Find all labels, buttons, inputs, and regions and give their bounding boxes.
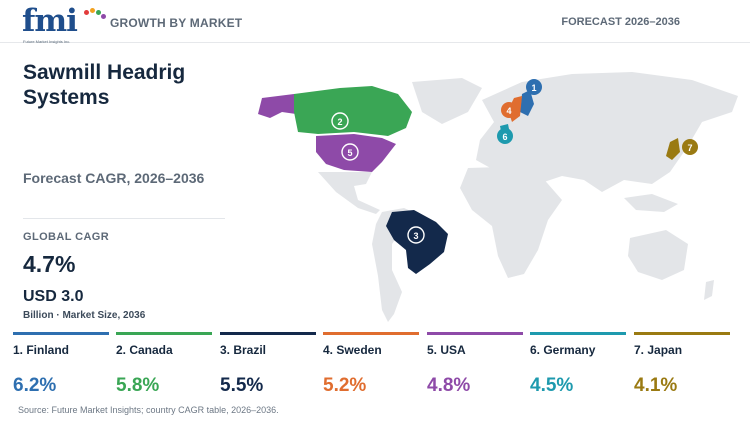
country-cagr: 4.8% [427,375,471,396]
country-bar [530,332,626,335]
brazil-shape [386,210,448,274]
marker-canada-label: 2 [337,117,342,127]
source-note: Source: Future Market Insights; country … [18,405,279,415]
header-bar: fmi Future Market Insights Inc. GROWTH B… [0,0,750,44]
japan-shape [666,138,680,160]
marker-brazil[interactable]: 3 [407,226,425,244]
page-title: Sawmill Headrig Systems [23,61,186,109]
divider [23,218,225,219]
global-cagr-label: GLOBAL CAGR [23,231,110,243]
finland-shape [520,90,534,116]
country-card-finland[interactable]: 1. Finland 6.2% [13,332,111,402]
country-name: 2. Canada [116,343,173,357]
southeast-asia-shape [624,194,678,212]
global-cagr-value: 4.7% [23,251,76,277]
country-bar [220,332,316,335]
country-cagr: 6.2% [13,375,57,396]
country-card-japan[interactable]: 7. Japan 4.1% [634,332,732,402]
country-card-brazil[interactable]: 3. Brazil 5.5% [220,332,318,402]
country-name: 5. USA [427,343,466,357]
country-card-usa[interactable]: 5. USA 4.8% [427,332,525,402]
country-cagr: 4.5% [530,375,574,396]
marker-japan[interactable]: 7 [682,139,698,155]
country-name: 4. Sweden [323,343,382,357]
marker-finland-label: 1 [531,83,536,93]
continents [318,72,738,322]
country-cagr: 4.1% [634,375,678,396]
country-card-canada[interactable]: 2. Canada 5.8% [116,332,214,402]
country-bar [427,332,523,335]
africa-shape [460,166,562,278]
country-cagr: 5.2% [323,375,367,396]
eurasia-shape [476,72,738,192]
marker-finland[interactable]: 1 [526,79,542,95]
south-america-shape [372,208,422,322]
marker-sweden-label: 4 [506,106,511,116]
country-name: 7. Japan [634,343,683,357]
country-name: 3. Brazil [220,343,267,357]
logo-subtitle: Future Market Insights Inc. [23,39,71,44]
marker-japan-label: 7 [687,143,692,153]
logo-wordmark: fmi [22,3,78,39]
country-bar [634,332,730,335]
marker-germany[interactable]: 6 [497,128,513,144]
forecast-label: FORECAST 2026–2036 [561,16,680,28]
market-size-note: Billion · Market Size, 2036 [23,310,146,321]
country-name: 1. Finland [13,343,70,357]
marker-usa[interactable]: 5 [341,143,359,161]
section-label: GROWTH BY MARKET [110,16,243,30]
alaska-shape [258,94,296,118]
marker-usa-label: 5 [347,148,352,158]
country-legend: 1. Finland 6.2% 2. Canada 5.8% 3. Brazil… [0,332,750,402]
marker-canada[interactable]: 2 [331,112,349,130]
marker-sweden[interactable]: 4 [501,102,517,118]
marker-germany-label: 6 [502,132,507,142]
central-america-shape [318,172,380,214]
greenland-shape [412,78,482,124]
country-bar [116,332,212,335]
world-map: 1 2 3 4 5 6 7 [258,72,738,322]
country-bar [13,332,109,335]
usa-shape [316,134,396,172]
fmi-logo[interactable]: fmi Future Market Insights Inc. [22,3,106,44]
forecast-subtitle: Forecast CAGR, 2026–2036 [23,170,205,186]
country-card-sweden[interactable]: 4. Sweden 5.2% [323,332,421,402]
canada-shape [294,86,412,136]
country-name: 6. Germany [530,343,596,357]
marker-brazil-label: 3 [413,231,418,241]
australia-shape [628,230,688,280]
country-bar [323,332,419,335]
new-zealand-shape [704,280,714,300]
country-cagr: 5.5% [220,375,264,396]
market-size-value: USD 3.0 [23,288,84,305]
country-cagr: 5.8% [116,375,160,396]
country-card-germany[interactable]: 6. Germany 4.5% [530,332,628,402]
